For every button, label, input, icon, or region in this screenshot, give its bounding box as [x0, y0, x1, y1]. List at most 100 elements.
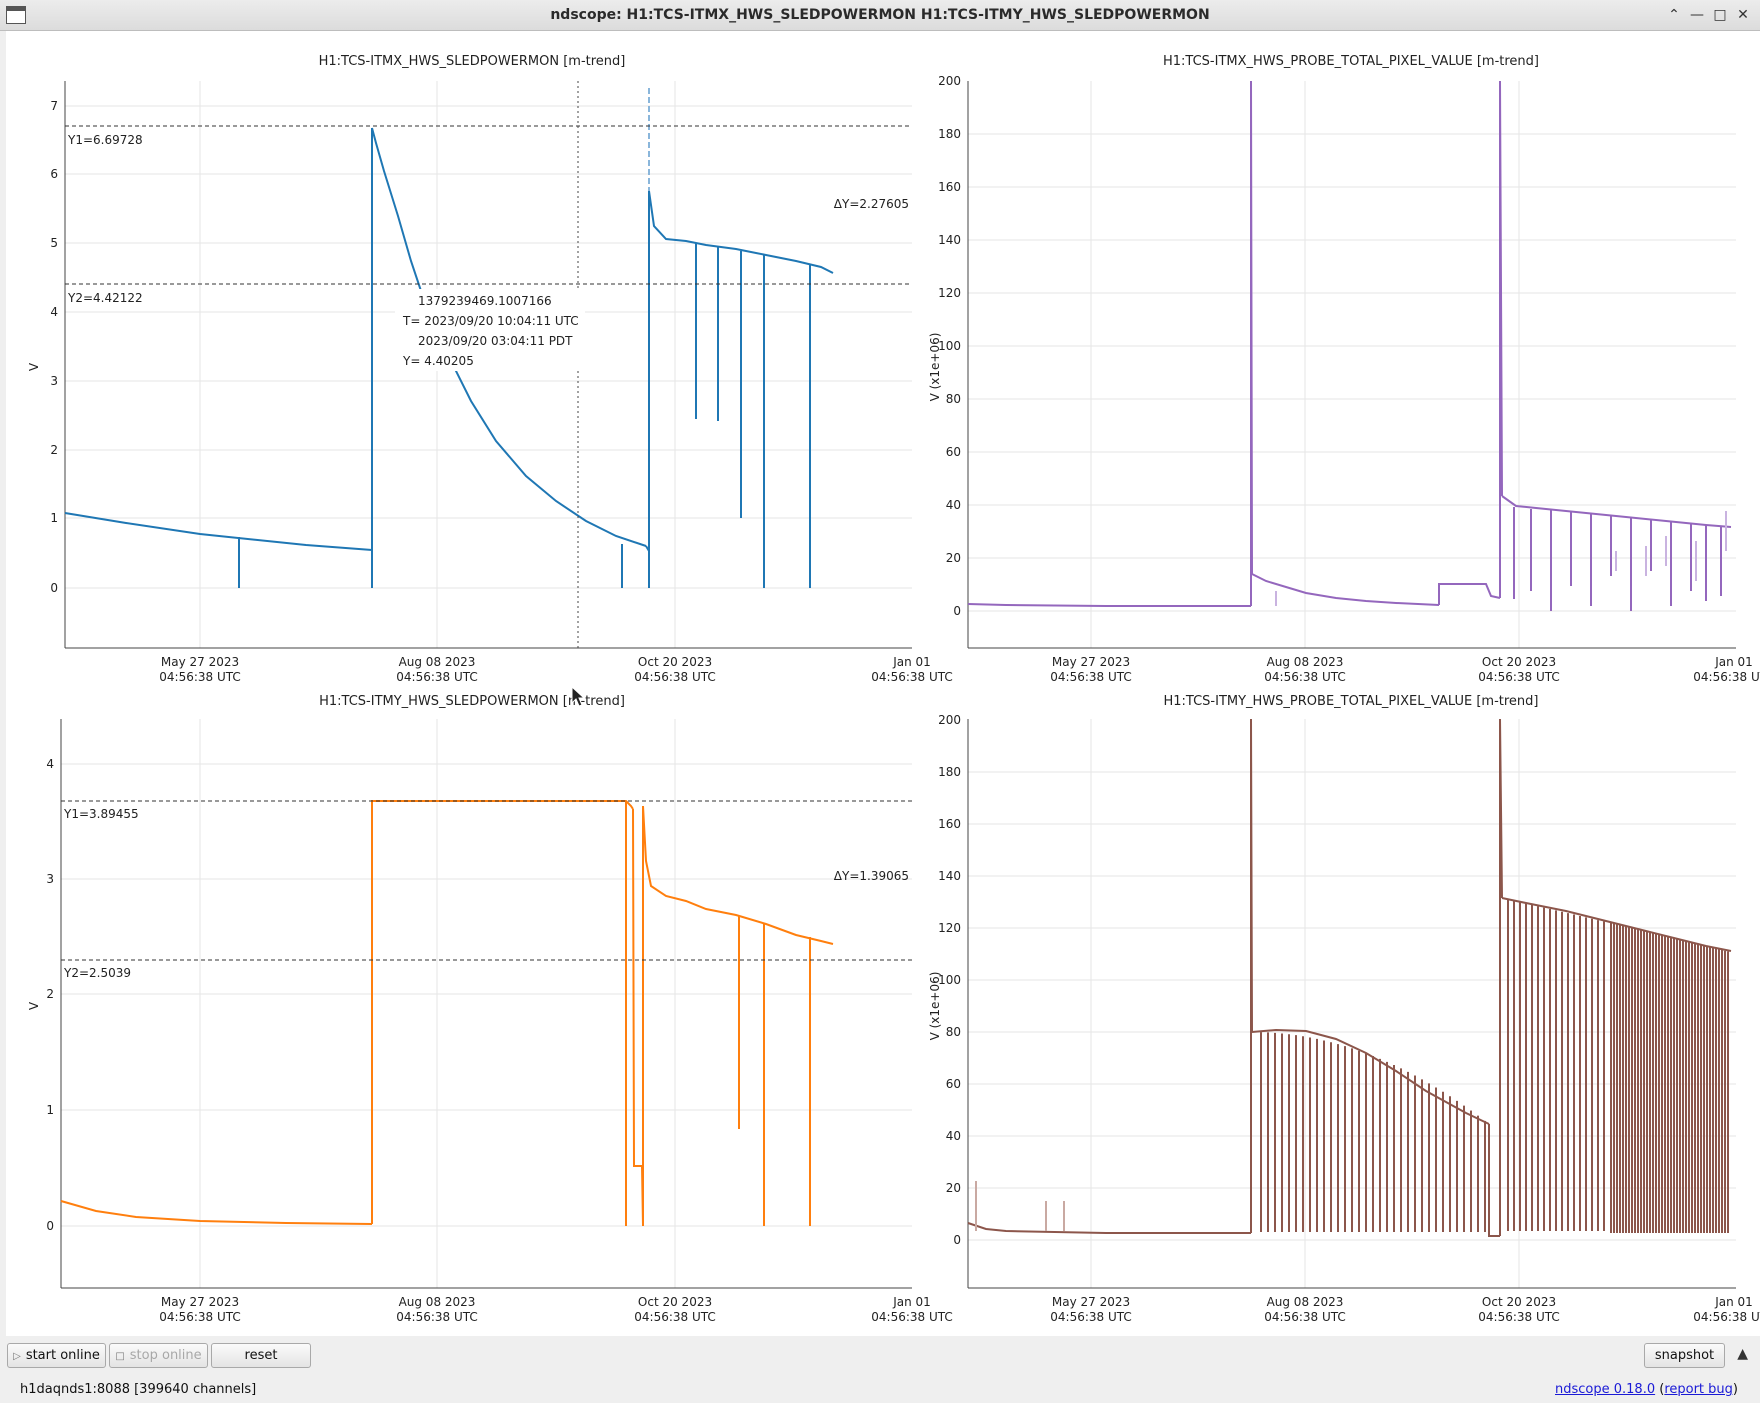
y-tick: 140: [938, 869, 961, 883]
plot-title: H1:TCS-ITMY_HWS_SLEDPOWERMON [m-trend]: [319, 694, 625, 709]
close-icon[interactable]: ✕: [1737, 7, 1749, 23]
stop-online-label: stop online: [129, 1348, 202, 1363]
y-tick: 40: [946, 498, 961, 512]
minimize-icon[interactable]: ⌃: [1668, 7, 1680, 23]
y-axis-label: V (x1e+06): [928, 333, 942, 402]
y-tick: 120: [938, 921, 961, 935]
x-tick-time: 04:56:38 UTC: [396, 1310, 478, 1324]
y-tick: 180: [938, 127, 961, 141]
x-tick-date: Aug 08 2023: [1267, 655, 1344, 669]
tooltip-gps: 1379239469.1007166: [418, 294, 552, 308]
y-tick: 20: [946, 551, 961, 565]
y-tick: 5: [50, 236, 58, 250]
tooltip-pdt: 2023/09/20 03:04:11 PDT: [418, 334, 573, 348]
x-tick-time: 04:56:38 UTC: [1050, 670, 1132, 684]
cursor-y1-label: Y1=6.69728: [67, 133, 143, 147]
stop-online-button: □ stop online: [109, 1343, 208, 1368]
snapshot-button[interactable]: snapshot: [1644, 1343, 1725, 1368]
y-tick: 60: [946, 1077, 961, 1091]
y-tick: 100: [938, 339, 961, 353]
window-title: ndscope: H1:TCS-ITMX_HWS_SLEDPOWERMON H1…: [550, 7, 1210, 23]
version-link[interactable]: ndscope 0.18.0: [1555, 1382, 1656, 1397]
grid: [61, 719, 912, 1288]
y-tick: 1: [50, 511, 58, 525]
cursor-y2-label: Y2=2.5039: [63, 966, 131, 980]
bottom-toolbar: ▷ start online □ stop online reset snapsho…: [0, 1336, 1760, 1403]
x-tick-date: Jan 01: [892, 1295, 931, 1309]
y-tick: 0: [953, 1233, 961, 1247]
y-tick: 120: [938, 286, 961, 300]
play-icon: ▷: [13, 1351, 21, 1362]
grid: [65, 81, 912, 648]
x-tick-time: 04:56:38 UTC: [1264, 670, 1346, 684]
tooltip-y: Y= 4.40205: [402, 354, 474, 368]
y-tick: 0: [953, 604, 961, 618]
y-tick: 180: [938, 765, 961, 779]
stop-icon: □: [115, 1351, 125, 1362]
x-tick-time: 04:56:38 UTC: [1478, 670, 1560, 684]
cursor-y1-label: Y1=3.89455: [63, 807, 139, 821]
plot-itmy-probe-total-pixel[interactable]: H1:TCS-ITMY_HWS_PROBE_TOTAL_PIXEL_VALUE …: [928, 694, 1760, 1324]
y-tick: 3: [50, 374, 58, 388]
y-tick: 0: [50, 581, 58, 595]
x-tick-time: 04:56:38 UTC: [634, 670, 716, 684]
y-tick: 160: [938, 817, 961, 831]
version-info: ndscope 0.18.0 (report bug): [1555, 1382, 1738, 1397]
x-tick-date: May 27 2023: [1052, 655, 1130, 669]
trace-itmy-probe-pixel: [967, 718, 1732, 1237]
y-tick: 140: [938, 233, 961, 247]
y-tick: 4: [50, 305, 58, 319]
report-bug-link[interactable]: report bug: [1664, 1382, 1733, 1397]
y-axis-label: V: [27, 1001, 41, 1010]
y-tick: 60: [946, 445, 961, 459]
y-tick: 7: [50, 99, 58, 113]
y-tick: 20: [946, 1181, 961, 1195]
x-tick-date: Jan 01: [1714, 1295, 1753, 1309]
trace-itmx-probe-pixel: [967, 80, 1732, 611]
x-tick-time: 04:56:38 UTC: [159, 670, 241, 684]
y-tick: 160: [938, 180, 961, 194]
plot-title: H1:TCS-ITMX_HWS_SLEDPOWERMON [m-trend]: [319, 54, 626, 69]
x-tick-time: 04:56:38 UTC: [1478, 1310, 1560, 1324]
y-axis-label: V (x1e+06): [928, 972, 942, 1041]
plot-title: H1:TCS-ITMX_HWS_PROBE_TOTAL_PIXEL_VALUE …: [1163, 54, 1539, 69]
x-tick-date: May 27 2023: [1052, 1295, 1130, 1309]
start-online-label: start online: [25, 1348, 100, 1363]
maximize-icon[interactable]: □: [1713, 7, 1727, 23]
server-status: h1daqnds1:8088 [399640 channels]: [20, 1382, 257, 1397]
x-tick-date: Aug 08 2023: [399, 1295, 476, 1309]
window-menu-icon[interactable]: [6, 6, 26, 24]
y-tick: 1: [46, 1103, 54, 1117]
y-tick: 3: [46, 872, 54, 886]
x-tick-date: Oct 20 2023: [1482, 655, 1556, 669]
plot-title: H1:TCS-ITMY_HWS_PROBE_TOTAL_PIXEL_VALUE …: [1163, 694, 1538, 709]
start-online-button[interactable]: ▷ start online: [7, 1343, 106, 1368]
y-tick: 100: [938, 973, 961, 987]
x-tick-date: Jan 01: [1714, 655, 1753, 669]
x-tick-date: Oct 20 2023: [638, 655, 712, 669]
restore-icon[interactable]: —: [1690, 7, 1704, 23]
x-tick-time: 04:56:38 UTC: [634, 1310, 716, 1324]
cursor-dy-label: ΔY=2.27605: [834, 197, 909, 211]
x-tick-time: 04:56:38 UTC: [1693, 1310, 1760, 1324]
reset-button[interactable]: reset: [211, 1343, 311, 1368]
x-tick-time: 04:56:38 UTC: [1050, 1310, 1132, 1324]
tooltip-utc: T= 2023/09/20 10:04:11 UTC: [402, 314, 579, 328]
x-tick-date: Jan 01: [892, 655, 931, 669]
plot-itmx-sledpowermon[interactable]: H1:TCS-ITMX_HWS_SLEDPOWERMON [m-trend] 0…: [27, 54, 953, 684]
y-tick: 4: [46, 757, 54, 771]
x-tick-time: 04:56:38 UTC: [396, 670, 478, 684]
plot-itmx-probe-total-pixel[interactable]: H1:TCS-ITMX_HWS_PROBE_TOTAL_PIXEL_VALUE …: [928, 54, 1760, 684]
y-axis-label: V: [27, 362, 41, 371]
plot-itmy-sledpowermon[interactable]: H1:TCS-ITMY_HWS_SLEDPOWERMON [m-trend] 0…: [27, 685, 953, 1324]
mouse-pointer-icon: [571, 685, 586, 707]
x-tick-date: Oct 20 2023: [638, 1295, 712, 1309]
trace-itmy-sledpowermon: [60, 800, 834, 1227]
expand-up-icon[interactable]: ▲: [1737, 1346, 1748, 1362]
y-tick: 0: [46, 1219, 54, 1233]
y-tick: 2: [46, 987, 54, 1001]
x-tick-time: 04:56:38 UTC: [871, 1310, 953, 1324]
y-tick: 40: [946, 1129, 961, 1143]
grid: [968, 81, 1736, 648]
x-tick-date: May 27 2023: [161, 655, 239, 669]
